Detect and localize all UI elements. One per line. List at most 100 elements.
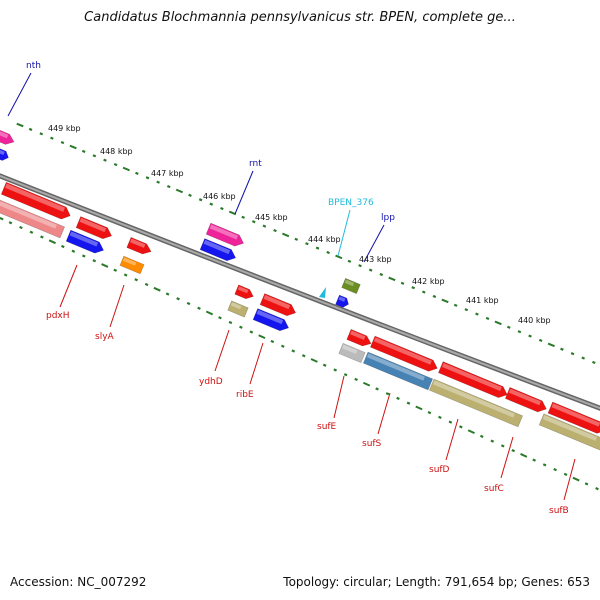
ruler-tick xyxy=(581,356,585,360)
kbp-tick-label: 441 kbp xyxy=(466,296,499,305)
ruler-tick xyxy=(61,244,65,249)
ruler-tick xyxy=(239,325,243,329)
ruler-tick xyxy=(103,158,107,162)
ruler-tick xyxy=(113,162,118,167)
ruler-tick xyxy=(113,268,118,272)
ruler-tick xyxy=(205,310,214,316)
ruler-tick xyxy=(553,468,557,472)
ruler-tick xyxy=(81,254,86,258)
kbp-tick-label: 442 kbp xyxy=(412,277,445,286)
ruler-tick xyxy=(262,224,267,228)
ruler-tick xyxy=(441,298,449,304)
ruler-tick xyxy=(475,312,479,316)
rnt-feature xyxy=(205,222,244,247)
lpp-inner-feature xyxy=(335,294,349,308)
nth-inner-feature-body xyxy=(0,147,9,161)
ruler-tick xyxy=(69,144,77,150)
ruler-tick xyxy=(249,330,254,334)
pdxH-leader xyxy=(59,264,78,308)
pdxH-label: pdxH xyxy=(46,311,70,321)
ruler-tick xyxy=(467,429,475,435)
sufD-inner-feature xyxy=(428,378,524,428)
ydhD-leader xyxy=(214,329,230,372)
pdxH-blue-feature-shine xyxy=(69,231,99,247)
pdxH2-feature-body xyxy=(75,216,113,240)
ruler-tick xyxy=(406,401,411,405)
ruler-tick xyxy=(592,360,596,365)
lpp-label: lpp xyxy=(381,213,395,223)
sufD-leader xyxy=(445,418,459,461)
ruler-tick xyxy=(532,458,536,462)
pdxH-blue-feature-body xyxy=(65,229,104,254)
ruler-tick xyxy=(448,420,453,424)
ruler-tick xyxy=(144,282,149,287)
ruler-tick xyxy=(421,290,426,294)
ribE-outer-feature-shine xyxy=(263,294,291,310)
ruler-tick xyxy=(400,281,405,285)
nth-feature xyxy=(0,126,15,145)
ruler-tick xyxy=(396,396,400,401)
ydhD-outer-feature-shine xyxy=(237,286,249,294)
ruler-tick xyxy=(39,132,44,136)
rnt-inner-feature-body xyxy=(199,238,237,262)
pdxH-outer-feature xyxy=(0,181,71,220)
kbp-tick-label: 449 kbp xyxy=(48,124,81,133)
ruler-tick xyxy=(528,334,532,338)
ruler-tick xyxy=(315,246,320,250)
slyA-outer-feature xyxy=(126,236,152,255)
ruler-tick xyxy=(427,411,432,415)
sufC-outer-feature-body xyxy=(504,387,547,413)
sufC-outer-feature-shine xyxy=(508,388,541,406)
ruler-tick xyxy=(506,325,511,329)
ruler-tick xyxy=(411,286,415,290)
ruler-tick xyxy=(135,171,139,175)
sufE-outer-feature-body xyxy=(346,328,372,347)
sufD-outer-feature-body xyxy=(438,361,508,398)
ruler-tick xyxy=(134,278,138,282)
slyA-label: slyA xyxy=(95,332,115,342)
ribE-inner-feature-shine xyxy=(256,309,284,325)
ruler-tick xyxy=(153,286,161,292)
ruler-tick xyxy=(228,320,233,325)
lpp-inner-feature-shine xyxy=(338,296,346,302)
nth-feature-shine xyxy=(0,128,9,139)
ruler-tick xyxy=(8,221,13,225)
ruler-tick xyxy=(453,303,458,307)
ruler-tick xyxy=(19,225,23,230)
sufB-inner-feature-shine xyxy=(542,415,598,441)
ribE-leader xyxy=(249,342,264,385)
sufS-inner-feature xyxy=(362,351,434,391)
ruler-tick xyxy=(166,184,171,189)
ruler-tick xyxy=(500,444,505,448)
kbp-tick-label: 444 kbp xyxy=(308,235,341,244)
pdxH-blue-feature xyxy=(65,229,104,254)
ribE-inner-feature-body xyxy=(252,308,290,332)
ruler-tick xyxy=(563,472,568,477)
BPEN_376-feature xyxy=(319,287,326,298)
pdxH-inner-feature-body xyxy=(0,199,66,239)
sufE-leader xyxy=(333,375,345,419)
sufS-inner-feature-shine xyxy=(366,353,425,381)
lpp-feature xyxy=(341,277,361,295)
sufE-inner-feature-body xyxy=(338,342,366,364)
slyA-inner-feature xyxy=(119,255,145,275)
sufC-leader xyxy=(500,436,514,479)
sufB-outer-feature xyxy=(547,401,600,434)
ruler-tick xyxy=(258,334,266,340)
outer-ruler xyxy=(16,122,596,365)
sufE-outer-feature xyxy=(346,328,372,347)
ruler-tick xyxy=(209,202,214,206)
ribE-outer-feature-body xyxy=(259,293,297,317)
ruler-tick xyxy=(358,264,362,268)
sufE-inner-feature-shine xyxy=(342,344,358,354)
ruler-group xyxy=(0,122,599,491)
ruler-tick xyxy=(542,463,547,467)
ruler-tick xyxy=(385,392,390,396)
ruler-tick xyxy=(220,206,224,211)
ruler-tick xyxy=(294,237,299,241)
sufB-inner-feature-body xyxy=(538,413,600,451)
genome-summary: Topology: circular; Length: 791,654 bp; … xyxy=(283,575,590,589)
ruler-tick xyxy=(92,259,97,263)
ruler-tick xyxy=(520,453,528,458)
